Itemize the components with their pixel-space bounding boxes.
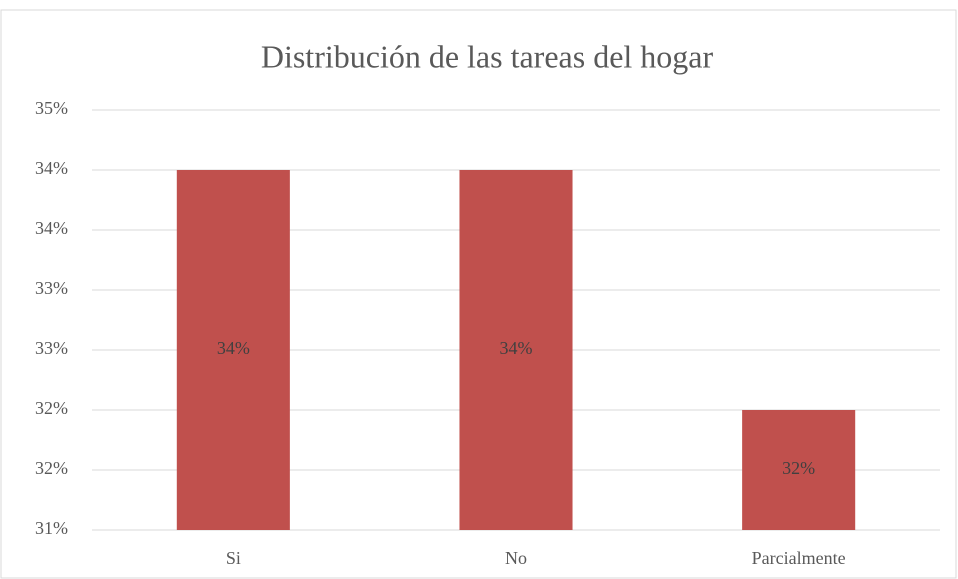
y-tick-label: 34% xyxy=(35,218,68,238)
x-tick-label: Si xyxy=(226,548,241,568)
bar xyxy=(459,170,573,530)
x-tick-label: No xyxy=(505,548,527,568)
y-tick-label: 31% xyxy=(35,518,68,538)
y-tick-label: 33% xyxy=(35,278,68,298)
chart-title: Distribución de las tareas del hogar xyxy=(261,38,714,74)
y-tick-label: 34% xyxy=(35,158,68,178)
y-tick-label: 32% xyxy=(35,458,68,478)
x-tick-label: Parcialmente xyxy=(752,548,846,568)
bar xyxy=(176,170,290,530)
data-label: 32% xyxy=(782,458,815,478)
bar xyxy=(742,410,856,530)
y-tick-label: 33% xyxy=(35,338,68,358)
y-tick-label: 32% xyxy=(35,398,68,418)
data-label: 34% xyxy=(500,338,533,358)
y-tick-label: 35% xyxy=(35,98,68,118)
data-label: 34% xyxy=(217,338,250,358)
